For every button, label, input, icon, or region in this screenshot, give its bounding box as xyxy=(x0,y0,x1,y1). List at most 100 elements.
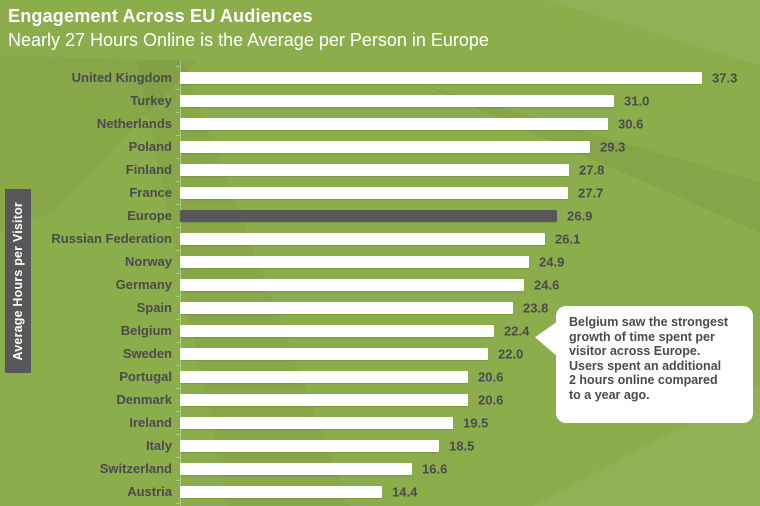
bar-track: 22.0 xyxy=(180,342,760,365)
bar-label: Denmark xyxy=(116,392,172,407)
bar-row: Russian Federation 26.1 xyxy=(0,227,760,250)
bar-value: 37.3 xyxy=(712,70,738,85)
bar-row: Switzerland 16.6 xyxy=(0,457,760,480)
bar xyxy=(180,393,468,406)
bar-label: Belgium xyxy=(120,323,172,338)
bar-value: 26.1 xyxy=(555,231,581,246)
bar xyxy=(180,439,439,452)
bar-track: 37.3 xyxy=(180,66,760,89)
bar-label: Europe xyxy=(127,208,172,223)
callout-text: to a year ago. xyxy=(569,387,650,402)
bar-label: Italy xyxy=(145,438,172,453)
bar-label: Spain xyxy=(136,300,172,315)
callout-text: Users spent an additional xyxy=(569,358,722,373)
bar-row: Belgium 22.4 xyxy=(0,319,760,342)
bar-label: Finland xyxy=(125,162,172,177)
callout-text: visitor across Europe. xyxy=(569,344,701,358)
bar-row: Poland 29.3 xyxy=(0,135,760,158)
bar xyxy=(180,186,568,199)
bar-value: 27.8 xyxy=(579,162,605,177)
bar-chart: United Kingdom 37.3 Turkey 31.0 Netherlands 3… xyxy=(0,60,760,506)
bar-value: 26.9 xyxy=(567,208,593,223)
bar-value: 23.8 xyxy=(523,300,549,315)
bar xyxy=(180,485,382,498)
bar-track: 30.6 xyxy=(180,112,760,135)
bar-track: 24.6 xyxy=(180,273,760,296)
bar-label: Switzerland xyxy=(99,461,172,476)
bar xyxy=(180,94,614,107)
bar-label: Turkey xyxy=(130,93,172,108)
bar-value: 16.6 xyxy=(422,461,448,476)
bar-label: Germany xyxy=(115,277,172,292)
bar-label: Norway xyxy=(125,254,172,269)
page-title: Engagement Across EU Audiences xyxy=(8,6,313,26)
bar-track: 26.1 xyxy=(180,227,760,250)
bar-value: 20.6 xyxy=(478,369,504,384)
bar-value: 24.6 xyxy=(534,277,560,292)
bar xyxy=(180,255,529,268)
bar-label: Russian Federation xyxy=(51,231,172,246)
bar-row: Netherlands 30.6 xyxy=(0,112,760,135)
bar-value: 19.5 xyxy=(463,415,489,430)
bar-track: 19.5 xyxy=(180,411,760,434)
bar-track: 26.9 xyxy=(180,204,760,227)
bar-value: 22.0 xyxy=(498,346,524,361)
bar-track: 29.3 xyxy=(180,135,760,158)
bar-track: 20.6 xyxy=(180,365,760,388)
bar-row: Finland 27.8 xyxy=(0,158,760,181)
bar-value: 20.6 xyxy=(478,392,504,407)
bar-value: 18.5 xyxy=(449,438,475,453)
bar-track: 31.0 xyxy=(180,89,760,112)
bar xyxy=(180,278,524,291)
bar xyxy=(180,140,590,153)
bar-track: 27.8 xyxy=(180,158,760,181)
bar-label: France xyxy=(129,185,172,200)
bar xyxy=(180,324,494,337)
bar xyxy=(180,232,545,245)
highlight-bar xyxy=(180,209,557,222)
bar-row: Spain 23.8 xyxy=(0,296,760,319)
bar-rows: United Kingdom 37.3 Turkey 31.0 Netherlands 3… xyxy=(0,66,760,503)
bar-row: Sweden 22.0 xyxy=(0,342,760,365)
callout-text: 2 hours online compared xyxy=(569,373,718,387)
bar-value: 27.7 xyxy=(578,185,604,200)
bar-value: 31.0 xyxy=(624,93,650,108)
bar-track: 18.5 xyxy=(180,434,760,457)
bar xyxy=(180,462,412,475)
callout-text: growth of time spent per xyxy=(569,329,715,344)
bar xyxy=(180,163,569,176)
bar-row: France 27.7 xyxy=(0,181,760,204)
bar-label: Netherlands xyxy=(96,116,172,131)
bar-value: 24.9 xyxy=(539,254,565,269)
bar-row: Denmark 20.6 xyxy=(0,388,760,411)
bar-row: Austria 14.4 xyxy=(0,480,760,503)
belgium-callout: Belgium saw the strongest growth of time… xyxy=(556,306,753,423)
bar-label: Portugal xyxy=(119,369,172,384)
bar-row: Germany 24.6 xyxy=(0,273,760,296)
bar-value: 29.3 xyxy=(600,139,626,154)
bar-label: United Kingdom xyxy=(71,70,172,85)
bar-track: 24.9 xyxy=(180,250,760,273)
bar-row: Europe 26.9 xyxy=(0,204,760,227)
bar-value: 14.4 xyxy=(392,484,418,499)
bar-label: Ireland xyxy=(129,415,172,430)
callout-text: Belgium saw the strongest xyxy=(569,315,729,329)
bar xyxy=(180,301,513,314)
bar-row: Turkey 31.0 xyxy=(0,89,760,112)
bar-row: Portugal 20.6 xyxy=(0,365,760,388)
bar xyxy=(180,71,702,84)
bar xyxy=(180,117,608,130)
bar-value: 30.6 xyxy=(618,116,644,131)
y-axis-label-box: Average Hours per Visitor xyxy=(5,189,31,373)
bar-track: 14.4 xyxy=(180,480,760,503)
bar-track: 23.8 xyxy=(180,296,760,319)
bar xyxy=(180,370,468,383)
bar-row: United Kingdom 37.3 xyxy=(0,66,760,89)
bar xyxy=(180,347,488,360)
bar-track: 22.4 xyxy=(180,319,760,342)
bar-track: 20.6 xyxy=(180,388,760,411)
bar-row: Italy 18.5 xyxy=(0,434,760,457)
bar xyxy=(180,416,453,429)
chart-header: Engagement Across EU Audiences Nearly 27… xyxy=(8,4,489,52)
